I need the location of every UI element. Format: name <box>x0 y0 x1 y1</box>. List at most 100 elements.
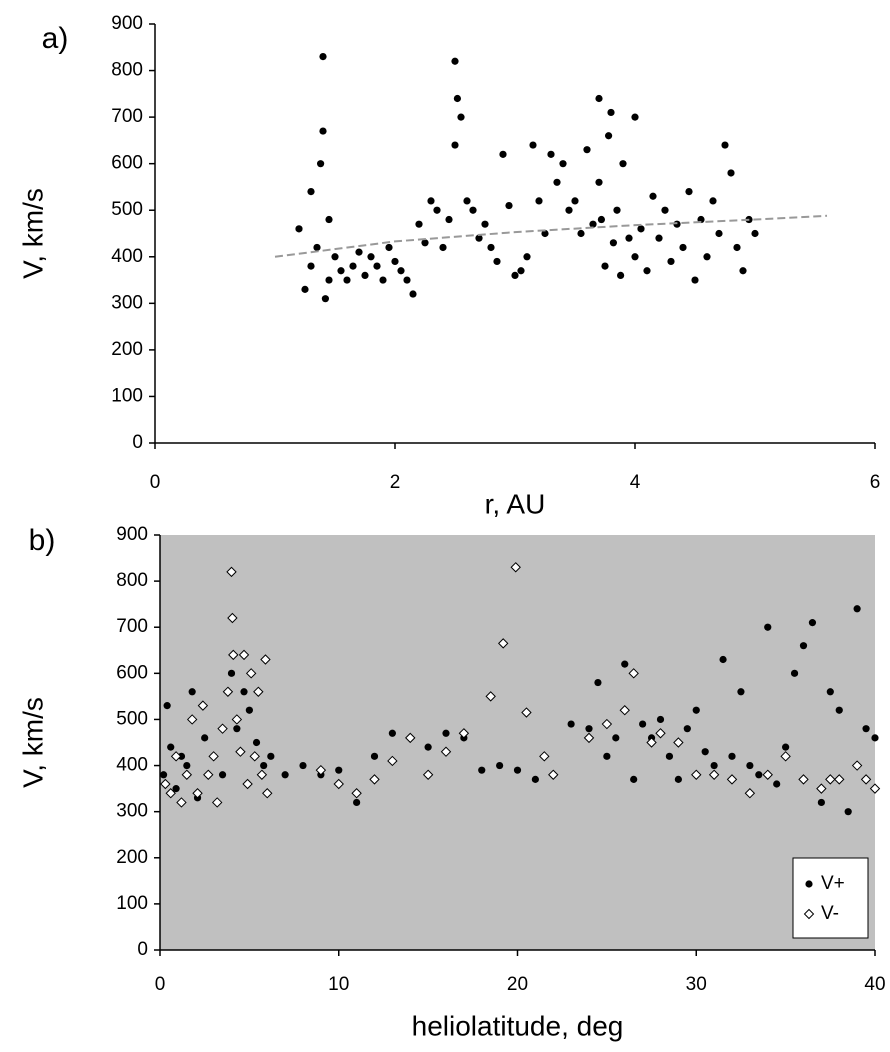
marker <box>343 276 351 284</box>
y-tick-label: 100 <box>111 385 143 406</box>
marker <box>427 197 435 205</box>
marker <box>691 769 702 780</box>
marker <box>655 728 666 739</box>
marker <box>853 605 861 613</box>
marker <box>497 638 509 649</box>
marker <box>803 908 815 920</box>
marker <box>373 262 381 270</box>
marker <box>405 732 416 744</box>
y-tick-label: 900 <box>116 524 148 545</box>
marker <box>630 775 638 783</box>
marker <box>513 766 522 774</box>
marker <box>458 728 470 739</box>
marker <box>355 248 363 256</box>
marker <box>727 169 735 177</box>
marker <box>805 880 813 888</box>
marker <box>780 751 791 762</box>
marker <box>262 788 273 799</box>
marker <box>531 775 539 783</box>
y-tick-label: 300 <box>116 801 148 822</box>
marker <box>817 798 825 807</box>
marker <box>737 688 745 696</box>
plot-area <box>160 535 875 950</box>
marker <box>790 669 799 677</box>
marker <box>523 253 531 261</box>
marker <box>442 729 450 737</box>
marker <box>595 94 603 103</box>
marker <box>335 766 343 774</box>
marker <box>862 725 870 733</box>
marker <box>755 771 763 779</box>
marker <box>463 197 471 205</box>
marker <box>529 141 537 149</box>
marker <box>333 778 344 790</box>
marker <box>834 774 845 785</box>
marker <box>710 761 718 770</box>
marker <box>601 718 613 730</box>
y-tick-label: 900 <box>111 13 143 34</box>
marker <box>159 771 168 779</box>
x-tick-label: 40 <box>864 974 885 995</box>
x-axis-title: heliolatitude, deg <box>412 1010 624 1041</box>
panel-label: a) <box>42 22 69 55</box>
marker <box>227 669 236 677</box>
marker <box>733 243 741 252</box>
marker <box>631 253 639 261</box>
marker <box>567 720 575 728</box>
marker <box>315 764 327 776</box>
y-tick-label: 0 <box>137 939 148 960</box>
marker <box>351 788 362 799</box>
marker <box>281 771 289 779</box>
marker <box>321 295 329 303</box>
y-tick-label: 100 <box>116 893 148 914</box>
marker <box>317 160 325 168</box>
marker <box>609 239 618 247</box>
marker <box>177 752 186 760</box>
marker <box>165 788 176 799</box>
marker <box>421 239 429 247</box>
x-tick-label: 20 <box>507 974 528 995</box>
marker <box>176 797 187 808</box>
marker <box>307 262 315 270</box>
marker <box>535 197 543 205</box>
marker <box>517 267 525 275</box>
y-tick-label: 300 <box>111 292 143 313</box>
marker <box>764 623 772 631</box>
marker <box>496 761 504 770</box>
marker <box>691 276 699 284</box>
marker <box>808 619 817 627</box>
marker <box>197 700 209 711</box>
y-tick-label: 700 <box>116 616 148 637</box>
marker <box>835 706 843 714</box>
marker <box>457 113 465 121</box>
marker <box>751 229 759 238</box>
marker <box>505 201 513 210</box>
marker <box>201 734 209 742</box>
marker <box>260 761 268 770</box>
marker <box>571 197 579 205</box>
marker <box>708 769 720 780</box>
marker <box>639 720 647 728</box>
legend-label: V- <box>821 903 839 924</box>
marker <box>385 243 393 252</box>
marker <box>388 729 396 737</box>
trend-line <box>274 214 828 258</box>
marker <box>469 206 477 214</box>
marker <box>510 562 521 573</box>
marker <box>222 686 234 697</box>
marker <box>548 769 559 780</box>
marker <box>683 725 691 733</box>
marker <box>451 57 459 65</box>
marker <box>231 714 243 725</box>
y-tick-label: 200 <box>116 847 148 868</box>
y-tick-label: 600 <box>116 662 148 683</box>
marker <box>583 146 591 154</box>
marker <box>685 188 693 196</box>
marker <box>607 108 615 117</box>
marker <box>160 778 171 790</box>
marker <box>240 688 248 696</box>
marker <box>167 743 175 751</box>
marker <box>245 668 257 679</box>
marker <box>559 160 567 168</box>
marker <box>565 206 573 214</box>
